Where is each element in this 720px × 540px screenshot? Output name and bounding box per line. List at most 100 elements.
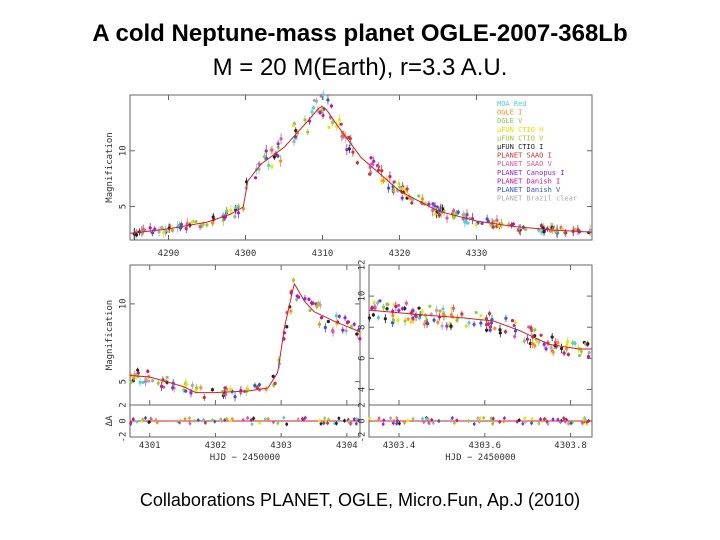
residual-point (266, 417, 270, 421)
data-point (488, 328, 492, 332)
residual-point (318, 419, 322, 423)
data-point (464, 324, 468, 328)
residual-point (502, 419, 506, 423)
data-point (141, 380, 145, 384)
residual-tick-label: 0 (119, 418, 129, 423)
data-point (376, 301, 380, 305)
data-point (246, 387, 250, 391)
data-point (533, 343, 537, 348)
data-point (401, 187, 405, 191)
data-point (132, 376, 136, 380)
data-point (484, 328, 489, 332)
data-point (134, 233, 139, 237)
data-point (291, 278, 296, 282)
data-point (467, 321, 471, 325)
y-tick-label: 10 (119, 145, 129, 156)
data-point (339, 122, 343, 126)
data-point (406, 317, 410, 321)
data-point (306, 130, 310, 134)
data-point (436, 320, 440, 325)
data-point (331, 120, 335, 125)
data-point (307, 297, 311, 301)
data-point (566, 340, 570, 344)
residual-point (450, 416, 454, 420)
data-point (291, 123, 295, 128)
data-point (150, 379, 155, 383)
residual-point (354, 422, 358, 426)
data-point (542, 230, 546, 234)
residual-point (219, 419, 223, 423)
data-point (138, 380, 142, 384)
data-point (560, 227, 565, 231)
data-point (341, 328, 345, 332)
data-point (236, 211, 240, 215)
data-point (367, 316, 372, 320)
data-point (556, 341, 560, 345)
data-point (189, 391, 193, 395)
data-point (185, 222, 189, 226)
residual-point (334, 422, 338, 425)
x-tick-label: 4301 (139, 441, 161, 451)
data-point (144, 377, 148, 382)
residual-point (179, 419, 182, 423)
data-point (264, 149, 268, 153)
x-tick-label: 4303.6 (469, 441, 502, 451)
residual-point (389, 416, 393, 420)
data-point (542, 342, 546, 346)
data-point (380, 169, 384, 173)
legend-entry: PLANET Danish I (497, 177, 560, 185)
legend-entry: PLANET SAAO I (497, 152, 552, 160)
lightcurve-figure: 4290 4300 4310 4320 4330 5 10 Magnification 5 10… (105, 90, 593, 463)
residual-point (431, 421, 435, 425)
data-point (434, 308, 439, 312)
data-point (400, 307, 405, 311)
data-point (170, 228, 175, 232)
data-point (411, 309, 415, 313)
residual-point (425, 417, 428, 421)
data-point (211, 215, 215, 219)
legend-entry: PLANET SAAO V (497, 160, 553, 168)
model-curve (129, 106, 593, 234)
data-point (497, 224, 501, 228)
data-point (381, 179, 385, 183)
x-axis-label: HJD − 2450000 (445, 453, 515, 463)
residual-point (149, 417, 153, 421)
data-point (160, 226, 164, 230)
residual-point (455, 419, 459, 422)
x-tick-label: 4303.8 (554, 441, 587, 451)
data-point (224, 392, 228, 397)
residual-point (524, 420, 527, 424)
data-point (426, 322, 430, 326)
legend-entry: PLANET Danish V (497, 186, 561, 194)
data-point (270, 148, 274, 152)
residual-point (322, 421, 326, 425)
residual-point (347, 420, 351, 424)
data-point (326, 98, 330, 102)
data-point (474, 310, 478, 315)
data-point (388, 174, 392, 179)
data-point (337, 314, 341, 319)
residual-point (188, 416, 191, 420)
residual-point (258, 421, 262, 425)
plot-frame (368, 264, 593, 406)
page-subtitle: M = 20 M(Earth), r=3.3 A.U. (212, 54, 508, 81)
residual-point (272, 420, 275, 424)
page-title: A cold Neptune-mass planet OGLE-2007-368… (92, 20, 628, 47)
data-point (329, 104, 334, 108)
y-tick-label: 10 (358, 291, 368, 302)
bottom-left-residual-panel: 4301 4302 4303 4304 -2 0 2 ΔA HJD − 2450000 (105, 402, 361, 463)
data-point (579, 349, 583, 353)
residual-point (539, 417, 542, 421)
data-point (146, 369, 150, 373)
data-point (410, 201, 414, 205)
data-point (267, 163, 271, 168)
data-point (503, 330, 508, 334)
data-point (577, 353, 582, 358)
data-point (271, 374, 275, 378)
data-point (396, 318, 400, 322)
residual-point (395, 422, 399, 426)
data-point (428, 304, 432, 308)
bottom-right-panel: 4 6 8 10 12 (358, 260, 593, 406)
residual-point (301, 418, 305, 421)
data-point (276, 145, 280, 150)
